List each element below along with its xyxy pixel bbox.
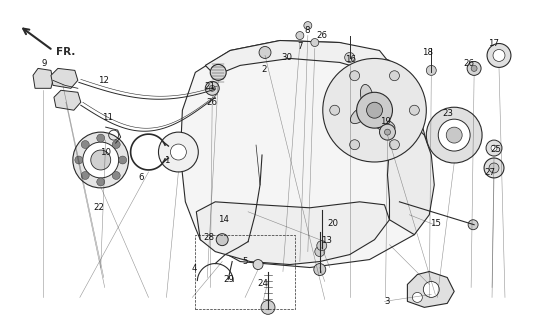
Circle shape [426,65,436,76]
Text: FR.: FR. [56,47,75,58]
Circle shape [323,59,426,162]
Circle shape [379,124,395,140]
Text: 9: 9 [41,59,47,68]
Circle shape [209,85,215,91]
Circle shape [385,129,391,135]
Circle shape [206,81,219,95]
Text: 23: 23 [442,109,454,118]
Polygon shape [51,68,78,88]
Circle shape [210,64,226,80]
Circle shape [491,145,497,151]
Circle shape [390,71,399,81]
Circle shape [468,220,478,230]
Text: 16: 16 [345,55,356,64]
Circle shape [467,61,481,76]
Circle shape [390,140,399,150]
Circle shape [350,140,359,150]
Circle shape [81,140,89,148]
Polygon shape [407,271,454,307]
Text: 30: 30 [282,53,293,62]
Text: 8: 8 [305,26,310,35]
Circle shape [304,22,312,29]
Text: 26: 26 [464,59,475,68]
Ellipse shape [360,84,373,106]
Circle shape [119,156,126,164]
Text: 10: 10 [100,148,111,157]
Text: 15: 15 [429,219,441,228]
Circle shape [330,105,339,115]
Circle shape [345,52,355,62]
Text: 21: 21 [204,82,216,91]
Circle shape [350,71,359,81]
Text: 13: 13 [321,236,332,245]
Text: 11: 11 [102,114,113,123]
Circle shape [75,156,83,164]
Circle shape [314,264,325,276]
Circle shape [423,282,439,297]
Circle shape [83,142,119,178]
Text: 24: 24 [257,279,268,288]
Text: 12: 12 [98,76,110,85]
Circle shape [471,65,477,71]
Polygon shape [206,41,392,90]
Circle shape [489,163,499,173]
Text: 28: 28 [203,233,215,242]
Circle shape [409,105,419,115]
Circle shape [97,134,105,142]
Circle shape [486,140,502,156]
Circle shape [493,50,505,61]
Circle shape [171,144,186,160]
Circle shape [296,32,304,40]
Circle shape [484,158,504,178]
Circle shape [112,172,120,180]
Text: 26: 26 [207,98,218,107]
Circle shape [112,140,120,148]
Circle shape [253,260,263,269]
Text: 3: 3 [384,297,390,306]
Circle shape [261,300,275,314]
Text: 25: 25 [491,145,501,154]
Polygon shape [54,90,81,110]
Polygon shape [180,41,429,268]
Text: 20: 20 [328,219,339,228]
Text: 17: 17 [489,39,499,48]
Circle shape [317,241,327,251]
Polygon shape [387,125,434,235]
Text: 7: 7 [298,42,303,52]
Ellipse shape [350,107,369,124]
Text: 18: 18 [422,48,433,57]
Text: 22: 22 [93,203,104,212]
Text: 29: 29 [223,275,234,284]
Circle shape [73,132,129,188]
Circle shape [315,247,325,257]
Circle shape [412,292,422,302]
Polygon shape [33,68,53,88]
Text: 26: 26 [316,31,327,40]
Text: 14: 14 [218,215,230,224]
Circle shape [91,150,111,170]
Text: 2: 2 [261,65,266,74]
Circle shape [259,46,271,59]
Circle shape [366,102,383,118]
Circle shape [216,234,228,246]
Circle shape [311,38,319,46]
Circle shape [487,44,511,68]
Text: 4: 4 [191,264,197,273]
Circle shape [357,92,392,128]
Ellipse shape [374,118,395,132]
Circle shape [426,107,482,163]
Circle shape [446,127,462,143]
Text: 1: 1 [165,156,170,164]
Text: 19: 19 [380,116,391,126]
Circle shape [438,119,470,151]
Text: 27: 27 [484,168,495,177]
Polygon shape [196,202,390,265]
Circle shape [159,132,199,172]
Text: 5: 5 [243,257,248,266]
Text: 6: 6 [139,173,144,182]
Circle shape [97,178,105,186]
Circle shape [81,172,89,180]
